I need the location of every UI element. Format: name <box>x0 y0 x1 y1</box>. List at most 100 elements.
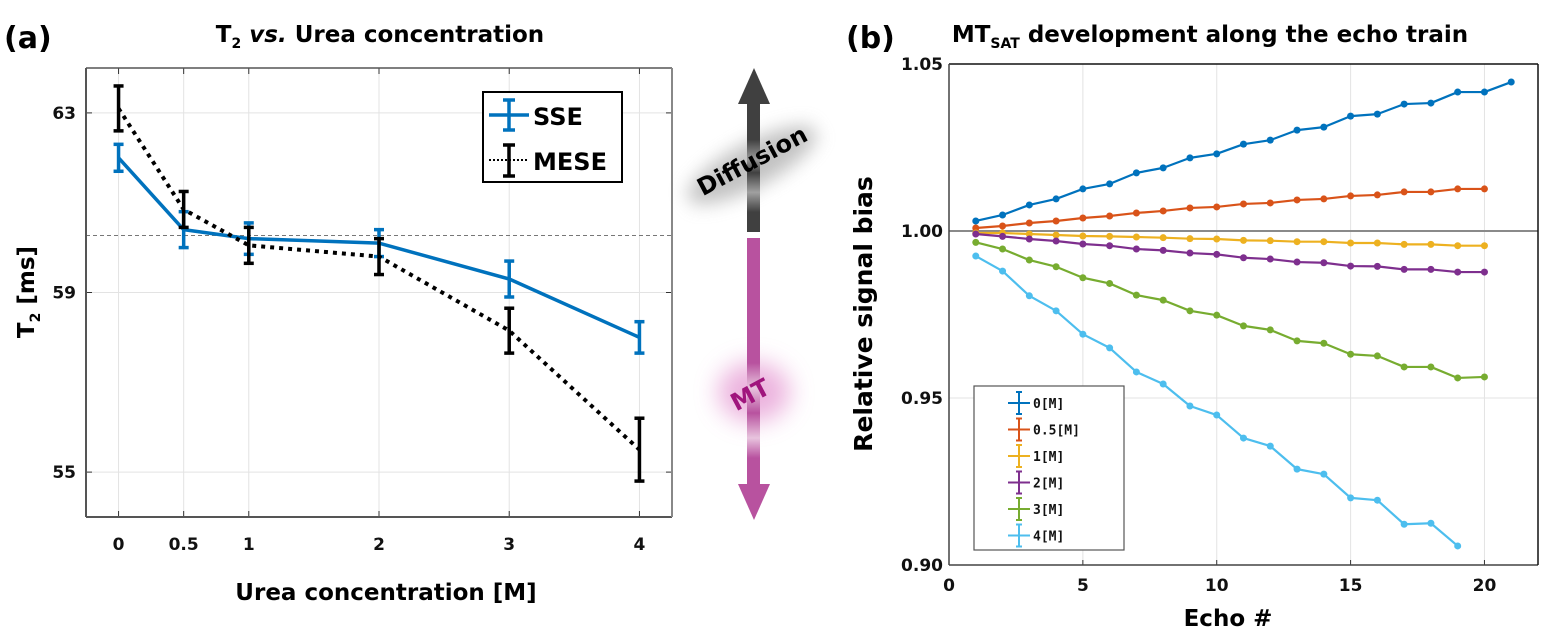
series-mese <box>113 84 645 483</box>
data-point <box>1052 195 1060 203</box>
data-point <box>1373 239 1381 247</box>
data-point <box>972 252 980 260</box>
data-point <box>1213 235 1221 243</box>
arrow-up-shaft <box>747 100 760 232</box>
chart-a-ylabel: T2 [ms] <box>14 246 44 338</box>
data-point <box>1320 339 1328 347</box>
data-point <box>1159 234 1167 242</box>
data-point <box>1427 363 1435 371</box>
data-point <box>1106 212 1114 220</box>
data-point <box>1079 274 1087 282</box>
series-2m <box>972 230 1488 276</box>
chart-a-xtick-label: 2 <box>373 535 385 555</box>
series-line <box>975 241 1485 380</box>
data-point <box>1132 368 1140 376</box>
chart-a-xtick-label: 3 <box>503 535 515 555</box>
series-3m <box>972 238 1488 382</box>
chart-a-title: T2 vs. Urea concentration <box>216 22 544 52</box>
data-point <box>1373 191 1381 199</box>
data-point <box>1480 373 1488 381</box>
chart-b-legend: 0[M] 0.5[M] 1[M] 2[M] 3[M] 4[M] <box>973 385 1125 551</box>
data-point <box>1025 256 1033 264</box>
data-point <box>1480 88 1488 96</box>
series-line <box>975 232 1485 274</box>
legend-label-mese: MESE <box>533 148 607 176</box>
data-point <box>1052 231 1060 239</box>
data-point <box>1293 126 1301 134</box>
data-point <box>1480 268 1488 276</box>
line-mese <box>116 107 641 452</box>
data-point <box>1025 292 1033 300</box>
data-point <box>1400 520 1408 528</box>
data-point <box>1079 214 1087 222</box>
data-point <box>972 238 980 246</box>
data-point <box>1079 185 1087 193</box>
data-point <box>1132 233 1140 241</box>
chart-b-xtick-label: 0 <box>943 576 955 596</box>
data-point <box>999 267 1007 275</box>
data-point <box>1293 337 1301 345</box>
chart-b-xtick-label: 15 <box>1339 576 1363 596</box>
data-point <box>1025 201 1033 209</box>
chart-b-ytick-label: 1.05 <box>901 55 943 75</box>
legend-item: 3[M] <box>1008 497 1064 521</box>
data-point <box>999 222 1007 230</box>
chart-b-series <box>972 78 1515 550</box>
data-point <box>1427 240 1435 248</box>
data-point <box>1106 279 1114 287</box>
data-point <box>1240 322 1247 330</box>
chart-a-title-main: T <box>216 22 232 48</box>
data-point <box>1052 237 1060 245</box>
data-point <box>1454 88 1462 96</box>
data-point <box>1454 268 1462 276</box>
legend-item-mese: MESE <box>489 143 607 178</box>
legend-label: 1[M] <box>1033 450 1064 465</box>
chart-a-series <box>113 84 645 483</box>
chart-a-ytick-label: 59 <box>52 284 76 304</box>
chart-a-tick-labels: 0 0.5 1 2 3 4 55 59 63 <box>52 104 645 555</box>
data-point <box>1240 434 1247 442</box>
data-point <box>1052 307 1060 315</box>
arrow-up-head-icon <box>738 68 770 104</box>
data-point <box>1240 140 1247 148</box>
data-point <box>1106 180 1114 188</box>
data-point <box>1427 99 1435 107</box>
series-line <box>975 231 1485 247</box>
chart-a-title-italic: vs. <box>249 22 286 48</box>
data-point <box>1454 242 1462 250</box>
data-point <box>1079 330 1087 338</box>
data-point <box>1159 207 1167 215</box>
chart-a-ylabel-sub: 2 <box>28 313 44 323</box>
data-point <box>1132 245 1140 253</box>
legend-item: 2[M] <box>1008 470 1064 495</box>
panel-b-label: (b) <box>846 21 895 56</box>
data-point <box>1159 380 1167 388</box>
chart-a-axes <box>85 67 673 518</box>
data-point <box>972 224 980 232</box>
data-point <box>1400 188 1408 196</box>
chart-b-title-sub: SAT <box>990 36 1020 52</box>
data-point <box>1320 470 1328 478</box>
data-point <box>1132 209 1140 217</box>
data-point <box>1320 195 1328 203</box>
legend-item: 0.5[M] <box>1008 417 1080 442</box>
chart-b-xtick-label: 5 <box>1077 576 1089 596</box>
chart-a-title-rest: Urea concentration <box>295 22 544 48</box>
data-point <box>1186 235 1194 243</box>
chart-b-axes <box>948 63 1539 566</box>
data-point <box>1052 263 1060 271</box>
series-line <box>975 187 1485 230</box>
data-point <box>1347 192 1355 200</box>
data-point <box>1240 254 1247 262</box>
series-4m <box>972 252 1462 550</box>
data-point <box>1079 232 1087 240</box>
chart-a-ytick-label: 55 <box>52 463 76 483</box>
chart-a-title-sub: 2 <box>232 36 242 52</box>
data-point <box>1240 200 1247 208</box>
data-point <box>1159 296 1167 304</box>
data-point <box>1025 219 1033 227</box>
data-point <box>1293 258 1301 266</box>
data-point <box>999 211 1007 219</box>
data-point <box>1213 150 1221 158</box>
data-point <box>1240 236 1247 244</box>
